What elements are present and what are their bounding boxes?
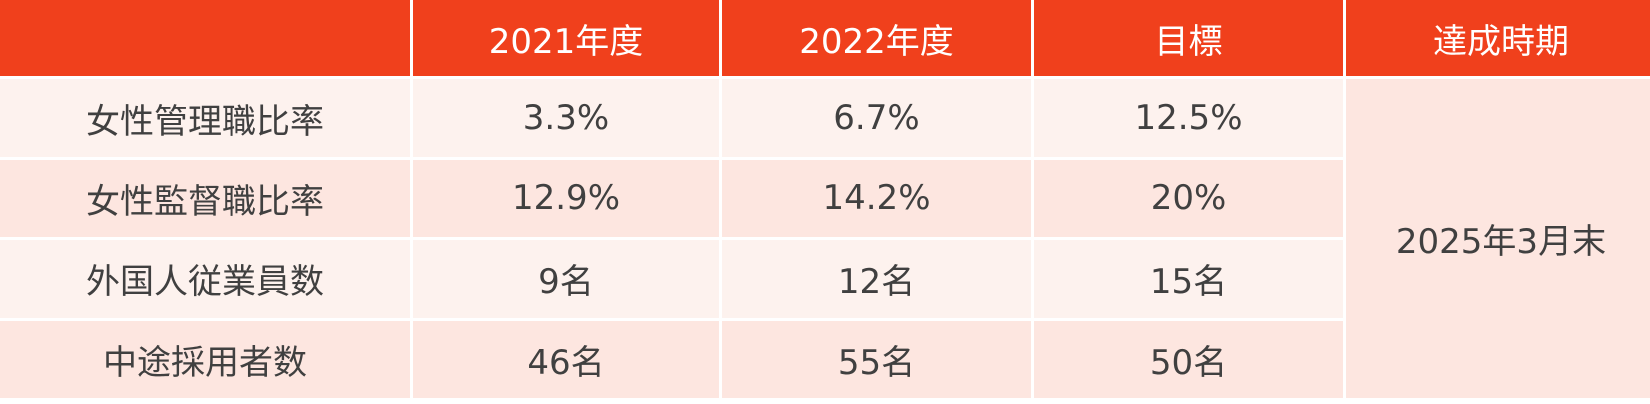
cell: 3.3% xyxy=(413,79,719,157)
header-cell: 達成時期 xyxy=(1346,0,1650,77)
cell: 6.7% xyxy=(722,79,1031,157)
cell: 12名 xyxy=(722,240,1031,318)
header-cell: 2022年度 xyxy=(722,0,1031,77)
row-label: 女性管理職比率 xyxy=(0,79,410,157)
header-row: 2021年度 2022年度 目標 達成時期 xyxy=(0,0,1650,77)
header-cell xyxy=(0,0,410,77)
cell: 46名 xyxy=(413,320,719,398)
row: 女性監督職比率 12.9% 14.2% 20% xyxy=(0,159,1650,238)
row-label: 外国人従業員数 xyxy=(0,240,410,318)
cell: 12.5% xyxy=(1034,79,1343,157)
cell: 9名 xyxy=(413,240,719,318)
cell: 15名 xyxy=(1034,240,1343,318)
row: 外国人従業員数 9名 12名 15名 xyxy=(0,240,1650,318)
cell: 20% xyxy=(1034,159,1343,238)
cell: 55名 xyxy=(722,320,1031,398)
cell: 12.9% xyxy=(413,159,719,238)
cell: 14.2% xyxy=(722,159,1031,238)
row: 女性管理職比率 3.3% 6.7% 12.5% 2025年3月末 xyxy=(0,79,1650,398)
row: 中途採用者数 46名 55名 50名 xyxy=(0,320,1650,398)
header-cell: 目標 xyxy=(1034,0,1343,77)
row-label: 女性監督職比率 xyxy=(0,159,410,238)
header-cell: 2021年度 xyxy=(413,0,719,77)
row-label: 中途採用者数 xyxy=(0,320,410,398)
achievement-date: 2025年3月末 xyxy=(1346,79,1650,398)
cell: 50名 xyxy=(1034,320,1343,398)
